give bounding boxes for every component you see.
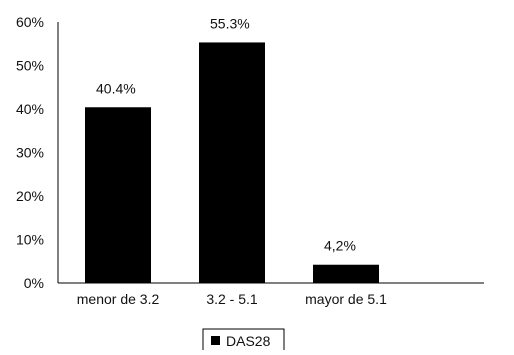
y-tick-label: 20% xyxy=(16,188,44,204)
legend: DAS28 xyxy=(202,328,285,352)
y-tick-label: 50% xyxy=(16,58,44,74)
x-category-label: mayor de 5.1 xyxy=(305,291,387,307)
y-tick-label: 60% xyxy=(16,14,44,30)
bar xyxy=(199,42,265,283)
data-label: 40.4% xyxy=(96,80,136,96)
bars xyxy=(85,42,379,283)
y-ticks: 0% 10% 20% 30% 40% 50% 60% xyxy=(16,14,44,291)
bar xyxy=(313,264,379,283)
legend-label: DAS28 xyxy=(226,333,271,349)
y-tick-label: 10% xyxy=(16,232,44,248)
bar xyxy=(85,107,151,283)
data-labels: 40.4% 55.3% 4,2% xyxy=(96,15,356,253)
y-tick-label: 40% xyxy=(16,101,44,117)
x-labels: menor de 3.2 3.2 - 5.1 mayor de 5.1 xyxy=(77,291,387,307)
legend-swatch xyxy=(211,336,220,345)
x-category-label: 3.2 - 5.1 xyxy=(206,291,258,307)
y-tick-label: 0% xyxy=(24,275,44,291)
x-category-label: menor de 3.2 xyxy=(77,291,160,307)
data-label: 55.3% xyxy=(210,15,250,31)
y-tick-label: 30% xyxy=(16,145,44,161)
data-label: 4,2% xyxy=(324,238,356,254)
